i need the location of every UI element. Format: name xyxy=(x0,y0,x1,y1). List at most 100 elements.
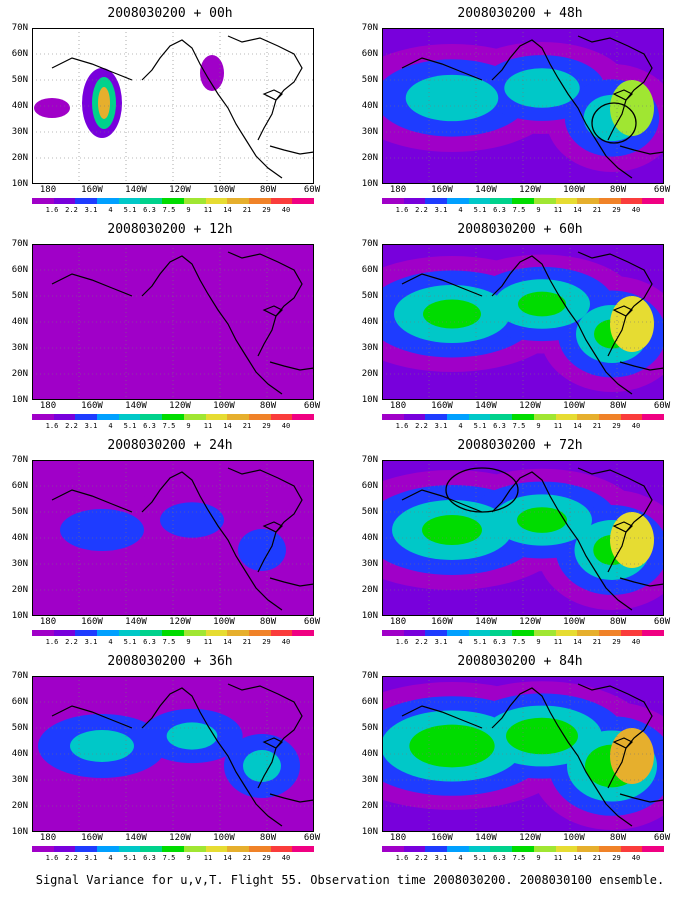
longitude-label: 140W xyxy=(125,617,147,627)
colorbar-label: 11 xyxy=(203,638,213,646)
colorbar-label: 1.6 xyxy=(45,206,59,214)
coastline xyxy=(491,471,633,611)
latitude-label: 70N xyxy=(11,23,28,33)
colorbar-segment xyxy=(140,630,163,636)
coastline xyxy=(491,255,633,395)
colorbar-label: 7.5 xyxy=(162,422,176,430)
longitude-label: 140W xyxy=(475,833,497,843)
coastline xyxy=(401,705,483,729)
variance-blob xyxy=(140,273,244,335)
latitude-label: 30N xyxy=(11,127,28,137)
longitude-label: 160W xyxy=(81,185,103,195)
colorbar-label: 5.1 xyxy=(473,638,487,646)
variance-blob xyxy=(70,730,134,762)
coastline xyxy=(619,577,664,587)
variance-blob xyxy=(409,724,495,768)
longitude-label: 180 xyxy=(39,617,57,627)
map-svg xyxy=(32,676,314,832)
coastline xyxy=(262,305,284,317)
latitude-label: 40N xyxy=(361,101,378,111)
colorbar-segment xyxy=(512,198,535,204)
coastline xyxy=(141,39,283,179)
colorbar-label: 29 xyxy=(612,638,621,646)
colorbar-segment xyxy=(468,414,491,420)
latitude-label: 60N xyxy=(11,265,28,275)
colorbar-segment xyxy=(53,198,76,204)
colorbar-label: 29 xyxy=(262,638,271,646)
panel-title: 2008030200 + 84h xyxy=(457,654,583,669)
colorbar-label: 11 xyxy=(553,854,563,862)
colorbar-label: 29 xyxy=(262,422,271,430)
colorbar-label: 4 xyxy=(458,854,463,862)
colorbar-label: 1.6 xyxy=(45,854,59,862)
coastline xyxy=(227,467,303,573)
colorbar-label: 9 xyxy=(536,422,541,430)
colorbar-segment xyxy=(512,846,535,852)
colorbar-label: 4 xyxy=(458,638,463,646)
colorbar-label: 21 xyxy=(242,206,252,214)
coastline xyxy=(51,489,133,513)
longitude-label: 120W xyxy=(169,401,191,411)
longitude-label: 180 xyxy=(389,401,407,411)
colorbar-label: 21 xyxy=(242,422,252,430)
longitude-label: 140W xyxy=(125,401,147,411)
figure-caption: Signal Variance for u,v,T. Flight 55. Ob… xyxy=(35,873,665,887)
longitude-label: 80W xyxy=(259,833,277,843)
longitude-label: 160W xyxy=(431,833,453,843)
colorbar-label: 40 xyxy=(631,638,641,646)
colorbar xyxy=(382,630,665,636)
latitude-label: 40N xyxy=(11,101,28,111)
colorbar xyxy=(32,198,315,204)
colorbar-label: 29 xyxy=(612,854,621,862)
latitude-label: 60N xyxy=(361,481,378,491)
longitude-label: 80W xyxy=(609,185,627,195)
colorbar-label: 4 xyxy=(108,638,113,646)
longitude-label: 140W xyxy=(125,185,147,195)
colorbar-segment xyxy=(32,846,55,852)
longitude-label: 80W xyxy=(259,401,277,411)
colorbar-segment xyxy=(447,630,470,636)
longitude-label: 80W xyxy=(609,833,627,843)
map-area xyxy=(382,460,664,616)
colorbar-label: 40 xyxy=(281,422,291,430)
colorbar-label: 21 xyxy=(592,638,602,646)
map-svg xyxy=(32,244,314,400)
longitude-label: 100W xyxy=(563,617,585,627)
colorbar-segment xyxy=(118,414,141,420)
colorbar-segment xyxy=(555,414,578,420)
longitude-label: 100W xyxy=(213,185,235,195)
colorbar-segment xyxy=(642,414,665,420)
colorbar-label: 14 xyxy=(223,206,232,214)
panel-title: 2008030200 + 72h xyxy=(457,438,583,453)
longitude-label: 180 xyxy=(39,833,57,843)
map-area xyxy=(32,244,314,400)
longitude-label: 160W xyxy=(431,617,453,627)
colorbar-label: 7.5 xyxy=(162,206,176,214)
colorbar-label: 21 xyxy=(242,638,252,646)
colorbar-label: 9 xyxy=(186,854,191,862)
colorbar-segment xyxy=(75,198,98,204)
coastline xyxy=(577,683,653,789)
colorbar-label: 14 xyxy=(223,422,232,430)
latitude-label: 60N xyxy=(11,481,28,491)
map-panel: 2008030200 + 48h 70N 60N 50N 40N 30N 20N 10N 180… xyxy=(350,6,690,224)
colorbar-segment xyxy=(183,846,207,852)
colorbar-segment xyxy=(642,198,665,204)
longitude-label: 180 xyxy=(389,833,407,843)
coastline xyxy=(619,793,664,803)
colorbar-segment xyxy=(490,630,513,636)
colorbar-segment xyxy=(642,846,665,852)
colorbar-label: 7.5 xyxy=(512,638,526,646)
colorbar-segment xyxy=(533,198,557,204)
colorbar-segment xyxy=(32,198,55,204)
colorbar-label: 11 xyxy=(553,422,563,430)
latitude-label: 30N xyxy=(361,127,378,137)
longitude-label: 160W xyxy=(81,833,103,843)
variance-blob xyxy=(610,512,654,568)
longitude-label: 160W xyxy=(431,185,453,195)
latitude-label: 50N xyxy=(361,507,378,517)
latitude-label: 60N xyxy=(11,697,28,707)
variance-blob xyxy=(34,98,70,118)
colorbar-segment xyxy=(292,630,315,636)
colorbar-segment xyxy=(162,846,185,852)
